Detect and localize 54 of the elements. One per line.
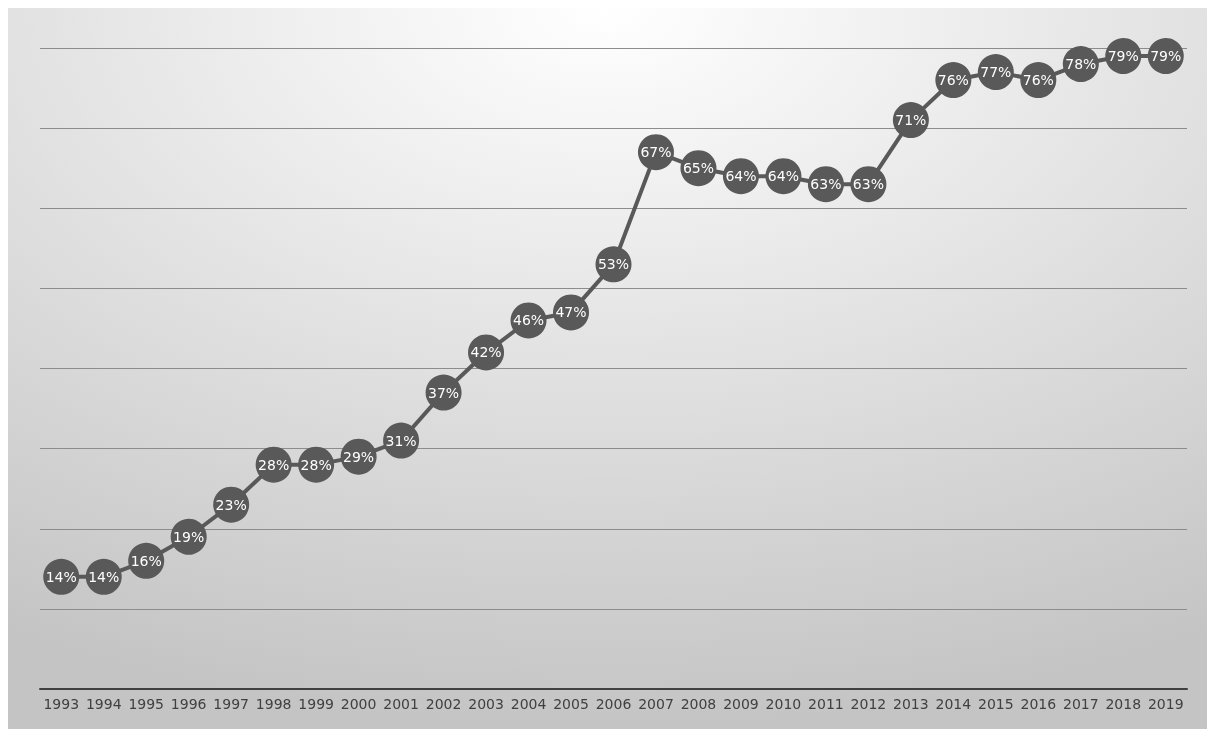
data-label: 29% xyxy=(343,448,375,465)
x-tick-label: 2007 xyxy=(638,696,674,712)
data-label: 76% xyxy=(937,72,969,89)
x-tick-label: 2015 xyxy=(978,696,1014,712)
x-tick-label: 2005 xyxy=(553,696,589,712)
data-label: 28% xyxy=(300,456,332,473)
data-label: 23% xyxy=(215,496,247,513)
data-label: 64% xyxy=(767,168,799,185)
data-label: 71% xyxy=(895,112,927,129)
data-label: 78% xyxy=(1065,56,1097,73)
data-label: 16% xyxy=(130,552,162,569)
data-label: 14% xyxy=(88,568,120,585)
x-tick-label: 2001 xyxy=(383,696,419,712)
data-label: 19% xyxy=(173,528,205,545)
x-tick-label: 2012 xyxy=(850,696,887,712)
x-tick-label: 2016 xyxy=(1020,696,1057,712)
data-label: 79% xyxy=(1150,48,1182,65)
data-label: 42% xyxy=(470,344,502,361)
x-tick-label: 2006 xyxy=(595,696,632,712)
x-tick-label: 2018 xyxy=(1105,696,1142,712)
x-tick-label: 2010 xyxy=(765,696,802,712)
x-tick-label: 2002 xyxy=(425,696,462,712)
x-tick-label: 1994 xyxy=(85,696,122,712)
data-label: 64% xyxy=(725,168,757,185)
data-label: 63% xyxy=(852,176,884,193)
x-tick-label: 1993 xyxy=(43,696,80,712)
x-tick-label: 2009 xyxy=(723,696,759,712)
data-label: 28% xyxy=(258,456,290,473)
x-tick-label: 1997 xyxy=(213,696,249,712)
data-label: 67% xyxy=(640,144,672,161)
data-label: 31% xyxy=(385,432,417,449)
x-tick-label: 2003 xyxy=(468,696,504,712)
x-tick-label: 1999 xyxy=(298,696,334,712)
data-label: 65% xyxy=(682,160,715,177)
data-label: 79% xyxy=(1107,48,1139,65)
data-label: 53% xyxy=(597,256,630,273)
x-tick-label: 1995 xyxy=(128,696,165,712)
x-tick-label: 2017 xyxy=(1062,696,1099,712)
x-tick-label: 2011 xyxy=(808,696,844,712)
data-label: 14% xyxy=(45,568,77,585)
data-label: 63% xyxy=(810,176,842,193)
x-tick-label: 1996 xyxy=(170,696,207,712)
x-tick-label: 2008 xyxy=(680,696,717,712)
data-label: 77% xyxy=(980,64,1012,81)
data-label: 76% xyxy=(1022,72,1054,89)
x-tick-label: 2000 xyxy=(340,696,377,712)
data-label: 37% xyxy=(428,384,460,401)
data-label: 47% xyxy=(555,304,587,321)
x-tick-label: 2004 xyxy=(510,696,547,712)
x-tick-label: 2019 xyxy=(1147,696,1184,712)
data-label: 46% xyxy=(512,312,545,329)
x-tick-label: 2014 xyxy=(935,696,972,712)
x-tick-label: 1998 xyxy=(255,696,292,712)
x-tick-label: 2013 xyxy=(893,696,929,712)
